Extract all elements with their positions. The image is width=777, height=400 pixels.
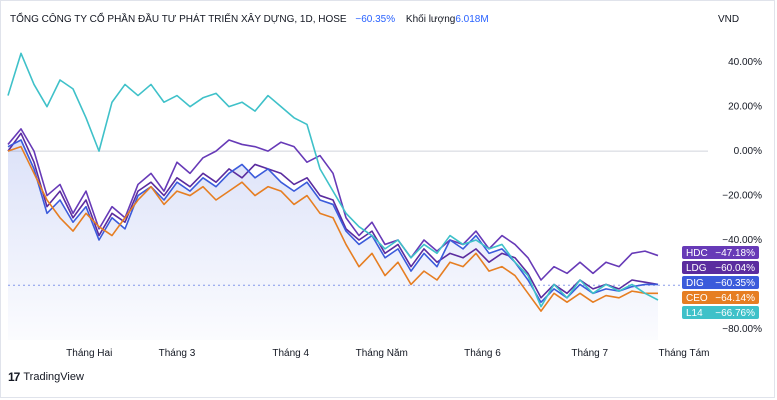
y-tick-label: −40.00% — [722, 235, 762, 246]
series-line-ceo — [7, 145, 658, 312]
badge-symbol: CEO — [686, 293, 708, 304]
y-tick-label: 20.00% — [728, 102, 762, 113]
badge-dig — [682, 276, 759, 289]
x-tick-label: Tháng Tám — [659, 348, 710, 359]
badge-l14 — [682, 306, 759, 319]
x-tick-label: Tháng 6 — [464, 348, 501, 359]
tradingview-brand[interactable]: 17 TradingView — [8, 370, 84, 384]
symbol-title[interactable]: TỔNG CÔNG TY CỔ PHẦN ĐẦU TƯ PHÁT TRIỂN X… — [10, 14, 347, 25]
badge-symbol: DIG — [686, 278, 704, 289]
x-tick-label: Tháng 7 — [571, 348, 608, 359]
currency-label: VND — [718, 14, 740, 25]
volume-value: 6.018M — [455, 14, 489, 25]
series-line-hdc — [7, 128, 659, 281]
badge-value: −60.04% — [715, 263, 755, 274]
badge-value: −64.14% — [715, 293, 755, 304]
chart-header: TỔNG CÔNG TY CỔ PHẦN ĐẦU TƯ PHÁT TRIỂN X… — [10, 14, 489, 25]
badge-value: −66.76% — [715, 308, 755, 319]
y-tick-label: 40.00% — [728, 57, 762, 68]
x-tick-label: Tháng 4 — [272, 348, 309, 359]
badge-symbol: LDG — [686, 263, 707, 274]
dig-area-fill — [8, 140, 658, 340]
y-tick-label: −20.00% — [722, 191, 762, 202]
volume-label: Khối lượng — [405, 14, 456, 25]
x-tick-label: Tháng Năm — [356, 348, 408, 359]
y-tick-label: 0.00% — [734, 146, 762, 157]
series-line-ldg — [7, 132, 659, 299]
brand-name: TradingView — [23, 371, 84, 383]
symbol-change: −60.35% — [355, 14, 396, 25]
badge-value: −47.18% — [715, 248, 755, 259]
badge-symbol: L14 — [686, 308, 703, 319]
badge-hdc — [682, 246, 759, 259]
badge-ceo — [682, 291, 759, 304]
series-line-l14 — [7, 52, 659, 308]
x-tick-label: Tháng Hai — [66, 348, 112, 359]
y-tick-label: −80.00% — [722, 324, 762, 335]
tradingview-logo-icon: 17 — [8, 370, 20, 384]
badge-symbol: HDC — [686, 248, 708, 259]
badge-ldg — [682, 261, 759, 274]
badge-value: −60.35% — [715, 278, 755, 289]
x-tick-label: Tháng 3 — [159, 348, 196, 359]
